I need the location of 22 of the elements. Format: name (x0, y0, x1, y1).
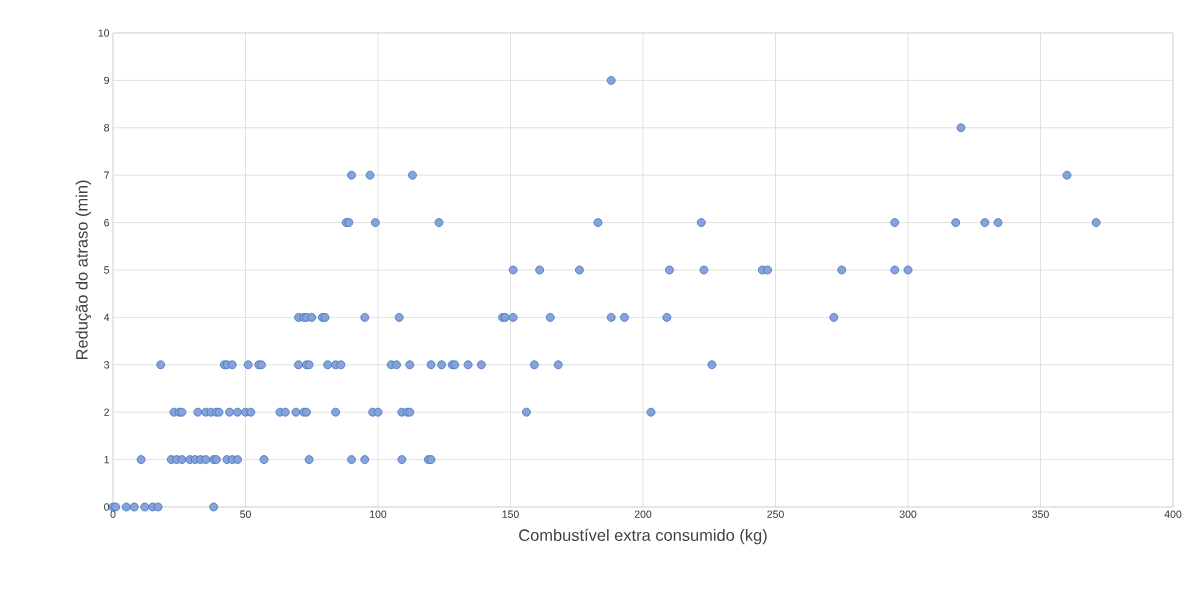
y-tick-label: 0 (104, 503, 110, 511)
x-tick-label: 0 (110, 510, 116, 518)
x-tick-label: 300 (899, 510, 917, 518)
y-tick-label: 6 (104, 218, 110, 227)
x-tick-label: 200 (634, 510, 652, 518)
x-tick-label: 250 (767, 510, 784, 518)
y-tick-label: 2 (104, 408, 109, 416)
y-tick-label: 10 (98, 29, 110, 37)
x-axis-title: Combustível extra consumido (kg) (519, 528, 767, 545)
y-tick-label: 3 (104, 361, 110, 369)
y-tick-label: 5 (104, 266, 110, 274)
x-tick-label: 400 (1164, 510, 1182, 518)
y-tick-label: 1 (104, 456, 109, 464)
y-axis-title: Redução do atraso (min) (75, 180, 92, 360)
y-tick-label: 9 (104, 76, 109, 85)
x-tick-label: 150 (502, 510, 519, 518)
y-tick-label: 7 (104, 171, 109, 179)
y-tick-label: 8 (104, 124, 110, 132)
x-tick-label: 350 (1032, 510, 1049, 518)
x-tick-label: 100 (370, 510, 387, 518)
x-tick-label: 50 (240, 510, 251, 518)
y-tick-label: 4 (103, 313, 110, 321)
